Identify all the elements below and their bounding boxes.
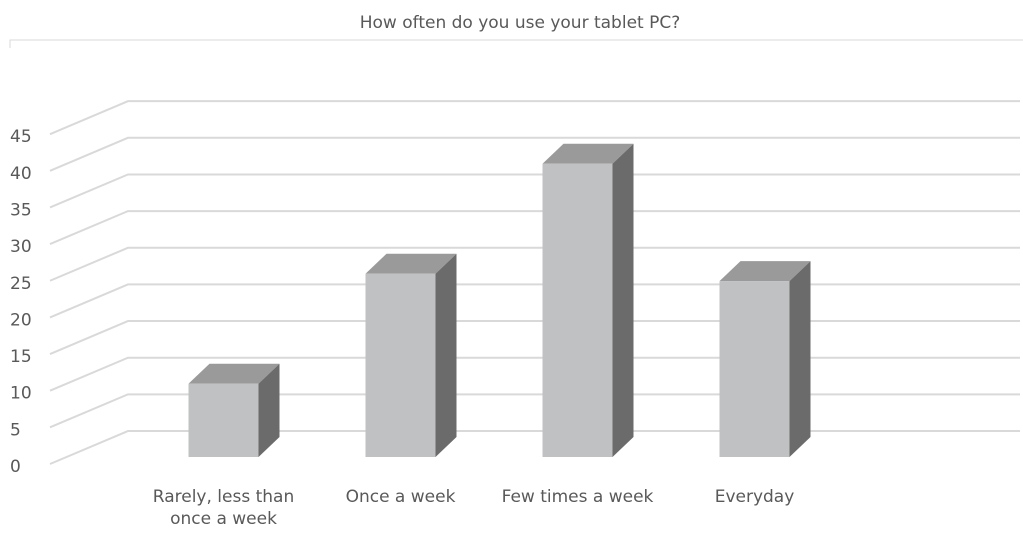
bar-side <box>789 261 811 457</box>
y-tick-label: 25 <box>10 274 32 294</box>
frame <box>9 39 1023 48</box>
bar <box>188 383 259 457</box>
bar-side <box>435 253 457 457</box>
grid-line <box>49 283 1020 319</box>
y-tick-label: 5 <box>10 420 21 440</box>
bar-top <box>542 143 634 164</box>
chart-title: How often do you use your tablet PC? <box>360 13 681 33</box>
grid-line <box>49 320 1020 355</box>
bar <box>542 163 613 458</box>
x-tick-label: Few times a week <box>501 487 654 507</box>
y-tick-label: 45 <box>10 127 32 147</box>
y-tick-label: 35 <box>10 200 32 220</box>
bar-top <box>365 253 457 274</box>
x-tick-label: Once a week <box>345 487 456 507</box>
y-tick-label: 0 <box>10 457 21 477</box>
y-tick-label: 30 <box>10 237 32 257</box>
x-tick-label: Rarely, less than once a week <box>152 487 295 529</box>
y-tick-label: 20 <box>10 310 32 330</box>
grid-line <box>49 173 1020 209</box>
bar <box>365 273 436 457</box>
grid-line <box>49 136 1020 172</box>
grid-line <box>49 246 1020 282</box>
bar-side <box>612 143 634 458</box>
x-tick-label: Everyday <box>714 487 795 507</box>
grid-line <box>49 210 1020 246</box>
bar-top <box>188 363 280 384</box>
y-tick-label: 15 <box>10 347 32 367</box>
bar <box>719 281 790 457</box>
grid-line <box>49 100 1020 136</box>
y-tick-label: 40 <box>10 164 32 184</box>
y-tick-label: 10 <box>10 384 32 404</box>
bar-top <box>719 261 811 282</box>
bar-side <box>258 363 280 457</box>
